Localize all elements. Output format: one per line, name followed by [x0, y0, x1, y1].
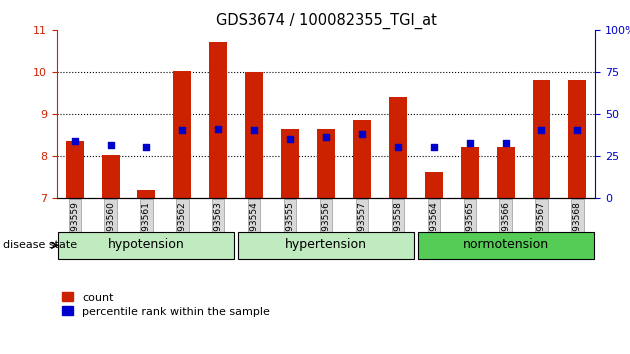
Bar: [137, 190, 156, 198]
Bar: [496, 147, 515, 198]
Bar: [209, 42, 227, 198]
Text: hypertension: hypertension: [285, 238, 367, 251]
Bar: [101, 155, 120, 198]
Text: hypotension: hypotension: [108, 238, 185, 251]
Point: [249, 127, 260, 133]
Point: [178, 127, 188, 133]
Bar: [317, 129, 335, 198]
FancyBboxPatch shape: [238, 232, 414, 259]
Point: [357, 132, 367, 137]
Text: disease state: disease state: [3, 240, 77, 250]
Bar: [66, 142, 84, 198]
Point: [464, 140, 475, 145]
Point: [285, 136, 295, 141]
Point: [70, 139, 79, 144]
Bar: [461, 147, 479, 198]
Bar: [173, 71, 192, 198]
Bar: [389, 97, 407, 198]
Bar: [425, 172, 443, 198]
Bar: [281, 129, 299, 198]
Text: normotension: normotension: [462, 238, 549, 251]
Title: GDS3674 / 100082355_TGI_at: GDS3674 / 100082355_TGI_at: [215, 12, 437, 29]
Bar: [532, 80, 551, 198]
FancyBboxPatch shape: [59, 232, 234, 259]
Point: [500, 140, 510, 145]
Point: [572, 127, 582, 133]
Point: [213, 126, 223, 132]
Point: [536, 127, 546, 133]
Point: [321, 135, 331, 140]
Point: [105, 142, 116, 148]
Point: [392, 144, 403, 150]
Point: [428, 144, 438, 150]
Point: [141, 144, 151, 150]
Bar: [568, 80, 587, 198]
Bar: [245, 72, 263, 198]
FancyBboxPatch shape: [418, 232, 593, 259]
Legend: count, percentile rank within the sample: count, percentile rank within the sample: [62, 292, 270, 317]
Bar: [353, 120, 371, 198]
